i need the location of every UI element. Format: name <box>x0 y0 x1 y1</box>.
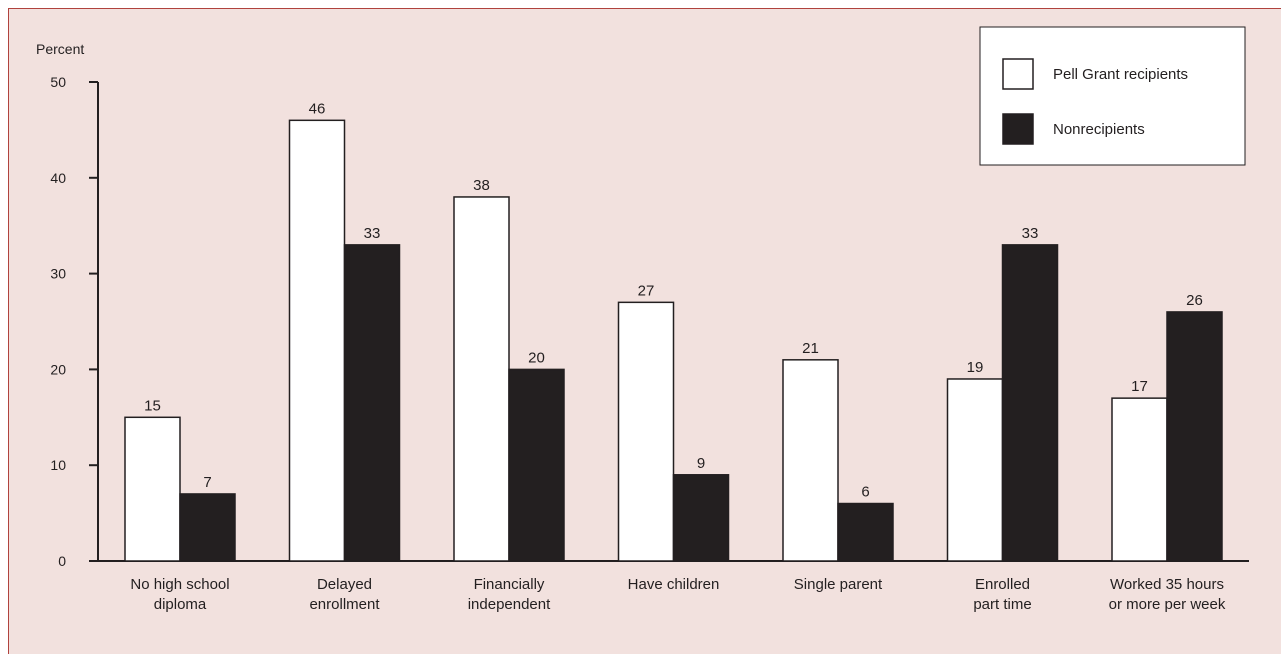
legend-swatch-pell-recipients <box>1002 58 1034 90</box>
x-category-label: Financially <box>474 576 545 593</box>
value-label: 46 <box>309 100 326 117</box>
legend-swatch-nonrecipients <box>1002 113 1034 145</box>
y-tick-label: 50 <box>50 74 66 90</box>
x-category-label: or more per week <box>1109 596 1226 613</box>
bar-pell-recipients <box>124 416 181 562</box>
y-tick-label: 30 <box>50 266 66 282</box>
value-labels: 15 7 46 33 38 20 27 9 21 6 19 33 17 26 <box>144 100 1203 500</box>
bar-pell-recipients <box>946 378 1004 562</box>
bar-chart: 0 10 20 30 40 50 Percent 15 7 46 33 38 20 27 9 21 6 19 33… <box>36 26 1249 613</box>
value-label: 38 <box>473 177 490 194</box>
legend-label: Pell Grant recipients <box>1053 66 1188 83</box>
value-label: 26 <box>1186 292 1203 309</box>
y-axis-label: Percent <box>36 41 84 57</box>
value-label: 20 <box>528 349 545 366</box>
value-label: 6 <box>861 484 869 501</box>
legend-label: Nonrecipients <box>1053 121 1145 138</box>
x-category-label: independent <box>468 596 551 613</box>
x-category-label: Delayed <box>317 576 372 593</box>
y-tick-label: 0 <box>58 553 66 569</box>
value-label: 19 <box>967 359 984 376</box>
value-label: 33 <box>364 225 381 242</box>
bar-nonrecipients <box>1166 311 1223 562</box>
bar-pell-recipients <box>453 196 510 562</box>
x-category-label: Worked 35 hours <box>1110 576 1224 593</box>
chart-panel: 0 10 20 30 40 50 Percent 15 7 46 33 38 20 27 9 21 6 19 33… <box>8 8 1281 654</box>
value-label: 21 <box>802 340 819 357</box>
bar-nonrecipients <box>837 502 894 562</box>
value-label: 7 <box>203 474 211 491</box>
value-label: 15 <box>144 397 161 414</box>
bars <box>124 119 1223 562</box>
bar-nonrecipients <box>343 244 401 562</box>
bar-pell-recipients <box>782 359 839 562</box>
y-tick-label: 40 <box>50 170 66 186</box>
x-category-label: part time <box>973 596 1031 613</box>
y-tick-label: 20 <box>50 361 66 377</box>
bar-nonrecipients <box>179 493 236 562</box>
x-category-label: Single parent <box>794 576 883 593</box>
bar-pell-recipients <box>288 119 346 562</box>
category-labels: No high school diploma Delayed enrollment Fi… <box>130 576 1225 613</box>
y-tick-label: 10 <box>50 457 66 473</box>
x-category-label: diploma <box>154 596 207 613</box>
bar-nonrecipients <box>672 474 730 562</box>
value-label: 9 <box>697 455 705 472</box>
x-category-label: Have children <box>628 576 720 593</box>
value-label: 33 <box>1022 225 1039 242</box>
x-category-label: No high school <box>130 576 229 593</box>
legend: Pell Grant recipients Nonrecipients <box>979 26 1246 166</box>
x-category-label: enrollment <box>309 596 380 613</box>
value-label: 27 <box>638 282 655 299</box>
bar-pell-recipients <box>617 301 675 562</box>
bar-nonrecipients <box>1001 244 1059 562</box>
x-category-label: Enrolled <box>975 576 1030 593</box>
value-label: 17 <box>1131 378 1148 395</box>
bar-pell-recipients <box>1111 397 1168 562</box>
bar-nonrecipients <box>508 368 565 562</box>
